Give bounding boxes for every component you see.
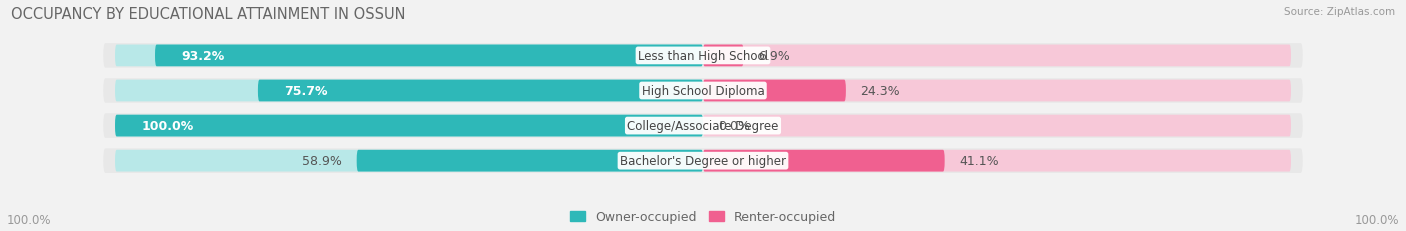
FancyBboxPatch shape (703, 45, 744, 67)
Text: OCCUPANCY BY EDUCATIONAL ATTAINMENT IN OSSUN: OCCUPANCY BY EDUCATIONAL ATTAINMENT IN O… (11, 7, 406, 22)
FancyBboxPatch shape (115, 115, 703, 137)
Text: 58.9%: 58.9% (302, 155, 342, 167)
Text: Source: ZipAtlas.com: Source: ZipAtlas.com (1284, 7, 1395, 17)
FancyBboxPatch shape (703, 150, 945, 172)
Text: 100.0%: 100.0% (7, 213, 52, 226)
FancyBboxPatch shape (103, 149, 1303, 173)
Text: 6.9%: 6.9% (758, 50, 790, 63)
Text: 75.7%: 75.7% (284, 85, 328, 97)
Text: 0.0%: 0.0% (717, 120, 749, 133)
FancyBboxPatch shape (115, 115, 703, 137)
FancyBboxPatch shape (357, 150, 703, 172)
Text: College/Associate Degree: College/Associate Degree (627, 120, 779, 133)
Text: Bachelor's Degree or higher: Bachelor's Degree or higher (620, 155, 786, 167)
FancyBboxPatch shape (115, 80, 703, 102)
FancyBboxPatch shape (115, 150, 703, 172)
FancyBboxPatch shape (703, 80, 1291, 102)
FancyBboxPatch shape (703, 150, 1291, 172)
FancyBboxPatch shape (103, 79, 1303, 103)
FancyBboxPatch shape (103, 44, 1303, 68)
FancyBboxPatch shape (703, 45, 1291, 67)
Text: 41.1%: 41.1% (959, 155, 1000, 167)
FancyBboxPatch shape (703, 80, 846, 102)
Text: 100.0%: 100.0% (142, 120, 194, 133)
FancyBboxPatch shape (257, 80, 703, 102)
FancyBboxPatch shape (115, 45, 703, 67)
Text: 93.2%: 93.2% (181, 50, 225, 63)
Text: High School Diploma: High School Diploma (641, 85, 765, 97)
FancyBboxPatch shape (703, 115, 1291, 137)
Legend: Owner-occupied, Renter-occupied: Owner-occupied, Renter-occupied (565, 206, 841, 228)
FancyBboxPatch shape (155, 45, 703, 67)
Text: 24.3%: 24.3% (860, 85, 900, 97)
Text: Less than High School: Less than High School (638, 50, 768, 63)
Text: 100.0%: 100.0% (1354, 213, 1399, 226)
FancyBboxPatch shape (103, 114, 1303, 138)
